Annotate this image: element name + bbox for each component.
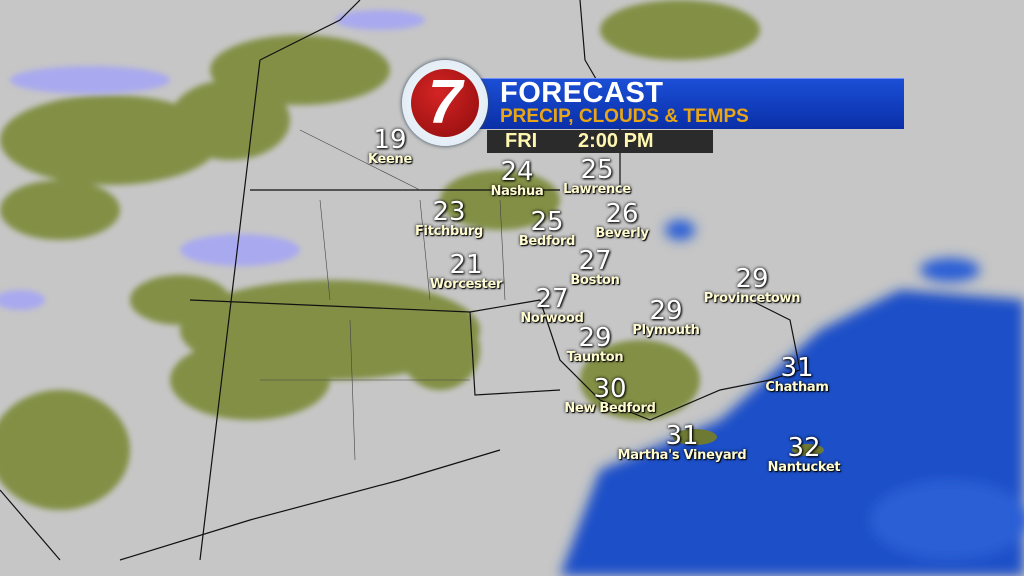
state-borders — [0, 0, 801, 561]
city-temp: 26 — [605, 199, 639, 229]
city-temp: 21 — [449, 250, 483, 280]
city-name: Lawrence — [563, 182, 631, 197]
forecast-title: FORECAST — [500, 77, 664, 109]
ocean-precip — [560, 220, 1024, 576]
city-temp: 29 — [735, 264, 769, 294]
city-norwood: 27 Norwood — [520, 284, 584, 326]
county-borders — [260, 129, 506, 461]
city-temp: 30 — [593, 374, 627, 404]
city-temp: 24 — [500, 157, 534, 187]
city-temp: 27 — [535, 284, 569, 314]
city-name: Keene — [367, 152, 413, 167]
city-keene: 19 Keene — [367, 125, 413, 167]
city-temp: 29 — [578, 323, 612, 353]
city-nantucket: 32 Nantucket — [767, 433, 841, 475]
city-temp: 31 — [665, 421, 699, 451]
forecast-time: 2:00 PM — [578, 130, 654, 152]
city-plymouth: 29 Plymouth — [632, 296, 700, 338]
city-nashua: 24 Nashua — [490, 157, 544, 199]
city-chatham: 31 Chatham — [765, 353, 829, 395]
city-temp: 29 — [649, 296, 683, 326]
city-temp: 31 — [780, 353, 814, 383]
snow-precip — [0, 10, 425, 310]
city-fitchburg: 23 Fitchburg — [414, 197, 484, 239]
land-green — [0, 0, 760, 510]
city-name: Beverly — [595, 226, 649, 241]
city-name: Norwood — [520, 311, 584, 326]
city-taunton: 29 Taunton — [566, 323, 624, 365]
city-temp: 19 — [373, 125, 407, 155]
forecast-day: FRI — [505, 130, 538, 152]
city-name: Plymouth — [632, 323, 700, 338]
city-name: Worcester — [429, 277, 503, 292]
city-temp: 32 — [787, 433, 821, 463]
city-name: Bedford — [518, 234, 576, 249]
city-lawrence: 25 Lawrence — [563, 155, 631, 197]
city-marthas-vineyard: 31 Martha's Vineyard — [617, 421, 747, 463]
islands — [673, 429, 824, 456]
city-name: Provincetown — [703, 291, 801, 306]
city-name: Nantucket — [767, 460, 841, 475]
logo-seven: 7 — [427, 68, 463, 137]
city-temp: 25 — [580, 155, 614, 185]
title-banner — [468, 78, 904, 129]
city-temp: 27 — [578, 246, 612, 276]
city-bedford: 25 Bedford — [518, 207, 576, 249]
city-name: Martha's Vineyard — [617, 448, 747, 463]
city-name: New Bedford — [564, 401, 656, 416]
city-name: Fitchburg — [414, 224, 484, 239]
city-temp: 23 — [432, 197, 466, 227]
time-bar — [487, 130, 713, 153]
city-boston: 27 Boston — [570, 246, 620, 288]
city-name: Chatham — [765, 380, 829, 395]
city-temp: 25 — [530, 207, 564, 237]
city-beverly: 26 Beverly — [595, 199, 649, 241]
city-worcester: 21 Worcester — [429, 250, 503, 292]
logo-red-circle: 7 — [411, 69, 479, 137]
city-provincetown: 29 Provincetown — [703, 264, 801, 306]
city-name: Boston — [570, 273, 620, 288]
city-name: Taunton — [566, 350, 624, 365]
channel-7-logo: 7 — [402, 60, 488, 146]
forecast-subtitle: PRECIP, CLOUDS & TEMPS — [500, 106, 749, 127]
city-new-bedford: 30 New Bedford — [564, 374, 656, 416]
city-name: Nashua — [490, 184, 544, 199]
